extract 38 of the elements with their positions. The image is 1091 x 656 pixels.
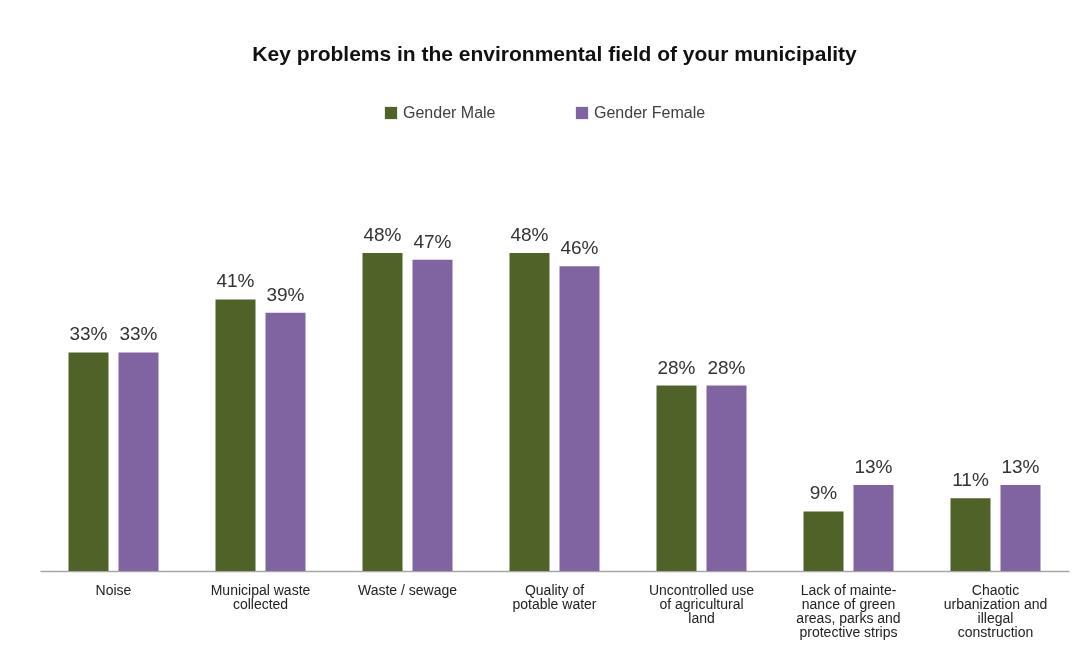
bar: [803, 511, 844, 571]
data-label: 13%: [854, 455, 893, 477]
data-label: 11%: [952, 469, 989, 491]
bar: [1000, 484, 1041, 571]
x-tick-label: Lack of mainte-nance of green areas, parks and protective strips: [796, 581, 901, 640]
bar: [656, 385, 697, 571]
data-label: 48%: [510, 224, 549, 245]
chart-title: Key problems in the environmental field of your municipality: [252, 42, 858, 65]
x-tick-label: Uncontrolled use of agricultural land: [648, 581, 755, 626]
data-label: 13%: [1001, 455, 1040, 477]
bar: [215, 299, 256, 571]
data-label: 47%: [413, 230, 452, 252]
bar: [559, 266, 600, 571]
bar: [853, 484, 894, 571]
data-label: 28%: [707, 356, 746, 378]
legend-label: Gender Female: [594, 104, 706, 121]
x-tick-label: Chaotic urbanization and illegal construction: [943, 581, 1048, 640]
bar: [265, 312, 306, 571]
bar: [118, 352, 159, 571]
x-tick-label: Noise: [95, 581, 132, 598]
data-label: 48%: [363, 224, 402, 245]
data-label: 33%: [69, 323, 108, 345]
data-label: 41%: [216, 270, 255, 292]
x-tick-label: Quality of potable water: [512, 581, 597, 612]
data-label: 46%: [560, 237, 599, 259]
bar: [509, 253, 550, 571]
data-label: 33%: [119, 323, 158, 345]
x-tick-label: Municipal waste collected: [210, 581, 311, 612]
data-label: 39%: [266, 283, 305, 305]
bar: [362, 253, 403, 571]
legend-label: Gender Male: [403, 104, 496, 121]
data-label: 28%: [657, 356, 696, 378]
x-tick-label: Waste / sewage: [357, 581, 458, 598]
bar: [706, 385, 747, 571]
data-label: 9%: [809, 482, 838, 504]
bar: [68, 352, 109, 571]
bar: [950, 498, 991, 571]
bar: [412, 259, 453, 571]
